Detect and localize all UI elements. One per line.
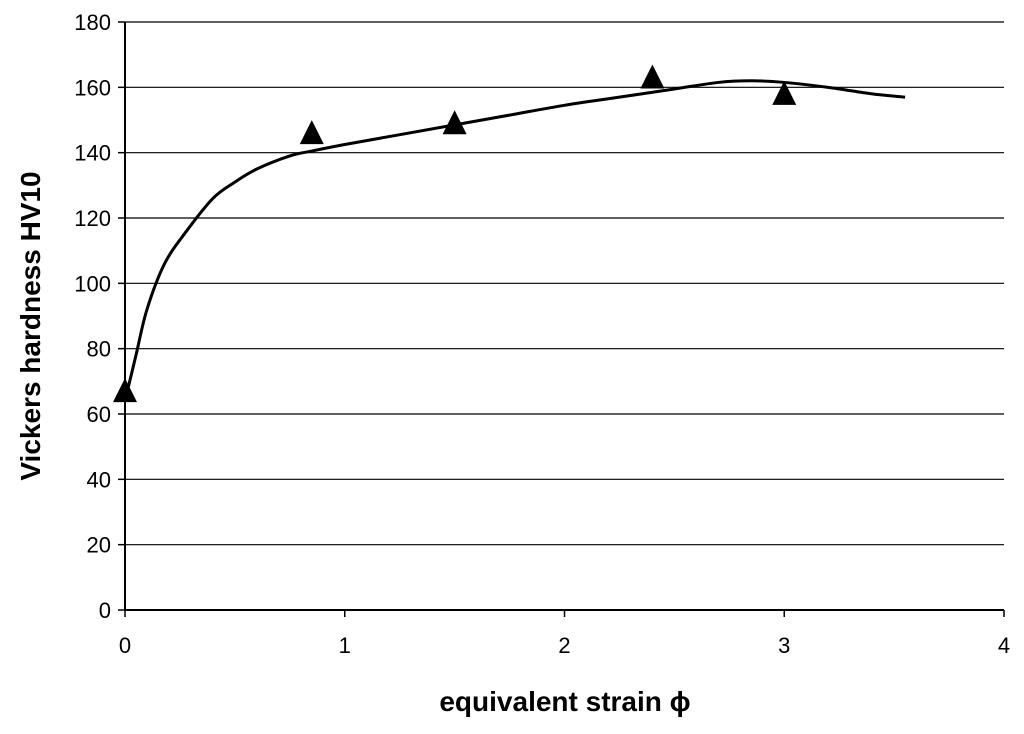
- x-tick-label: 0: [119, 633, 131, 658]
- data-point-triangle: [772, 80, 797, 105]
- y-tick-label: 120: [74, 206, 111, 231]
- y-tick-label: 100: [74, 271, 111, 296]
- y-tick-label: 20: [87, 533, 111, 558]
- axes: [118, 21, 1005, 617]
- y-tick-labels: 0 20 40 60 80 100 120 140 160 180: [74, 10, 111, 623]
- fit-curve: [123, 79, 906, 402]
- fit-curve-group: [123, 79, 906, 402]
- data-markers: [113, 64, 797, 403]
- y-tick-label: 140: [74, 141, 111, 166]
- data-point-triangle: [299, 120, 324, 145]
- data-point-triangle: [640, 64, 665, 89]
- x-tick-label: 3: [778, 633, 790, 658]
- gridlines: [125, 21, 1004, 546]
- y-tick-label: 80: [87, 337, 111, 362]
- x-tick-label: 4: [998, 633, 1010, 658]
- y-tick-label: 180: [74, 10, 111, 35]
- x-tick-label: 1: [339, 633, 351, 658]
- data-point-triangle: [113, 378, 137, 403]
- x-tick-labels: 0 1 2 3 4: [119, 633, 1010, 658]
- data-point-triangle: [442, 110, 467, 135]
- y-tick-label: 0: [99, 598, 111, 623]
- y-tick-label: 40: [87, 467, 111, 492]
- y-axis-label: Vickers hardness HV10: [15, 171, 46, 480]
- y-tick-label: 160: [74, 75, 111, 100]
- y-tick-label: 60: [87, 402, 111, 427]
- x-axis-label: equivalent strain ϕ: [439, 686, 690, 717]
- x-tick-label: 2: [558, 633, 570, 658]
